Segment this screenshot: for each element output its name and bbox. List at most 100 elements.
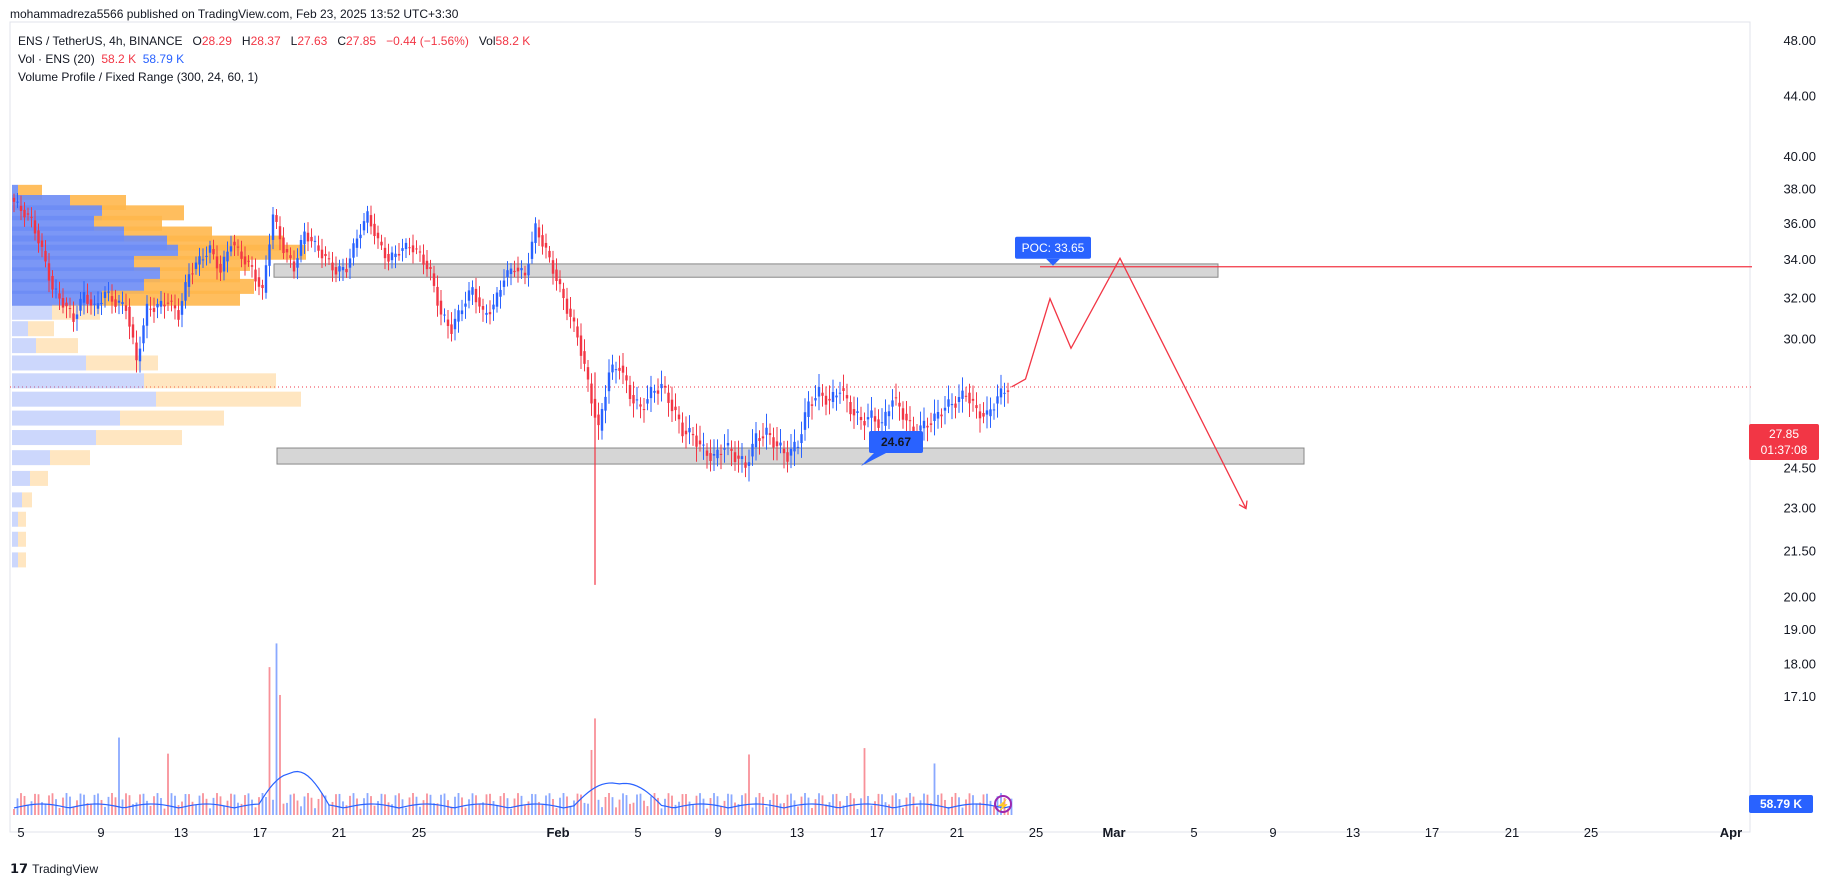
candle-body-70 bbox=[257, 277, 261, 287]
last-price-tag: 27.85 01:37:08 bbox=[1749, 424, 1819, 460]
candle-body-67 bbox=[247, 260, 250, 262]
tradingview-logo-icon: 𝟭𝟳 bbox=[10, 861, 29, 876]
y-tick-label-13: 19.00 bbox=[1783, 622, 1816, 637]
candle-body-90 bbox=[327, 258, 331, 260]
candle-body-27 bbox=[107, 291, 110, 293]
volume-bar-189 bbox=[674, 804, 677, 815]
candle-body-36 bbox=[138, 348, 142, 362]
volume-bar-186 bbox=[664, 798, 666, 815]
candle-body-107 bbox=[387, 253, 390, 262]
vp-down-bar-14 bbox=[86, 355, 158, 371]
candle-body-165 bbox=[590, 383, 593, 404]
volume-profile-name: Volume Profile / Fixed Range (300, 24, 6… bbox=[18, 70, 259, 84]
candle-body-40 bbox=[152, 308, 156, 312]
volume-bar-254 bbox=[902, 807, 904, 815]
volume-bar-207 bbox=[737, 804, 740, 815]
volume-bar-170 bbox=[608, 793, 610, 815]
candle-body-175 bbox=[625, 375, 628, 381]
lightning-icon[interactable]: ⚡ bbox=[994, 795, 1012, 813]
candle-body-223 bbox=[793, 441, 796, 452]
volume-bar-120 bbox=[433, 803, 435, 815]
volume-bar-78 bbox=[286, 802, 288, 815]
candle-body-117 bbox=[422, 254, 425, 265]
x-tick-label-17: 17 bbox=[1425, 825, 1439, 840]
volume-bar-187 bbox=[667, 793, 670, 815]
volume-bar-182 bbox=[650, 796, 652, 815]
volume-bar-63 bbox=[233, 794, 236, 815]
candle-body-128 bbox=[460, 310, 464, 315]
candle-body-101 bbox=[366, 211, 369, 223]
candle-body-87 bbox=[317, 245, 320, 251]
candle-body-32 bbox=[124, 305, 128, 311]
candle-body-17 bbox=[72, 313, 75, 322]
candle-body-228 bbox=[810, 404, 814, 406]
candle-body-68 bbox=[250, 265, 254, 267]
candle-body-178 bbox=[635, 399, 639, 401]
candle-body-121 bbox=[436, 286, 439, 306]
candle-body-52 bbox=[194, 262, 198, 269]
candle-body-88 bbox=[320, 249, 324, 259]
candle-body-38 bbox=[145, 303, 149, 326]
candle-body-256 bbox=[908, 420, 912, 422]
vp-up-bar-19 bbox=[12, 450, 50, 466]
candle-body-217 bbox=[772, 437, 775, 448]
vp-down-bar-21 bbox=[22, 492, 32, 508]
volume-indicator-value1: 58.2 K bbox=[101, 52, 137, 66]
volume-profile-legend[interactable]: Volume Profile / Fixed Range (300, 24, 6… bbox=[18, 70, 258, 84]
x-tick-label-9: 13 bbox=[790, 825, 804, 840]
volume-indicator-name: Vol · ENS (20) bbox=[18, 52, 95, 66]
candle-body-122 bbox=[439, 300, 443, 315]
volume-bar-222 bbox=[790, 793, 792, 815]
candle-body-241 bbox=[856, 411, 859, 414]
candle-body-145 bbox=[520, 268, 523, 271]
y-tick-label-5: 34.00 bbox=[1783, 252, 1816, 267]
volume-bar-117 bbox=[422, 800, 425, 815]
symbol-legend[interactable]: ENS / TetherUS, 4h, BINANCE O28.29 H28.3… bbox=[18, 34, 530, 48]
candle-body-105 bbox=[380, 241, 383, 246]
candle-body-56 bbox=[208, 245, 212, 253]
poc-label: POC: 33.65 bbox=[1022, 241, 1085, 255]
candle-body-259 bbox=[919, 425, 922, 431]
candle-body-248 bbox=[880, 422, 884, 424]
volume-bar-193 bbox=[688, 801, 691, 815]
candle-body-47 bbox=[177, 310, 180, 320]
candle-body-73 bbox=[268, 244, 271, 266]
volume-bar-276 bbox=[979, 802, 981, 815]
candles-layer bbox=[12, 192, 1010, 585]
volume-bar-25 bbox=[100, 799, 103, 815]
candle-body-24 bbox=[96, 303, 100, 309]
volume-bar-258 bbox=[916, 806, 918, 815]
volume-bar-211 bbox=[751, 807, 754, 815]
x-tick-label-5: 25 bbox=[412, 825, 426, 840]
volume-bar-197 bbox=[702, 798, 705, 815]
vp-up-bar-16 bbox=[12, 391, 156, 407]
volume-bar-280 bbox=[993, 805, 995, 815]
candle-body-78 bbox=[285, 249, 289, 253]
volume-bar-70 bbox=[258, 797, 260, 815]
volume-bar-50 bbox=[188, 794, 190, 815]
volume-bar-219 bbox=[779, 803, 782, 815]
candle-body-192 bbox=[684, 430, 688, 435]
candle-body-135 bbox=[485, 312, 488, 315]
vol-label: Vol bbox=[478, 34, 496, 48]
candle-body-140 bbox=[502, 280, 506, 287]
volume-bar-192 bbox=[685, 794, 687, 815]
volume-bar-49 bbox=[184, 794, 187, 815]
candle-body-30 bbox=[117, 300, 121, 303]
volume-bar-251 bbox=[891, 795, 894, 815]
candle-body-34 bbox=[131, 324, 135, 338]
y-tick-label-1: 44.00 bbox=[1783, 88, 1816, 103]
volume-bar-85 bbox=[310, 797, 313, 815]
candle-body-139 bbox=[499, 289, 502, 297]
volume-bar-235 bbox=[835, 793, 838, 815]
volume-bar-204 bbox=[727, 793, 729, 815]
candle-body-181 bbox=[646, 399, 649, 404]
candle-body-209 bbox=[744, 462, 747, 468]
candle-body-274 bbox=[971, 398, 975, 401]
volume-bar-129 bbox=[464, 807, 467, 815]
volume-indicator-legend[interactable]: Vol · ENS (20) 58.2 K 58.79 K bbox=[18, 52, 184, 66]
candle-body-138 bbox=[495, 292, 499, 307]
vp-down-bar-19 bbox=[50, 450, 90, 466]
candle-body-81 bbox=[296, 258, 299, 268]
